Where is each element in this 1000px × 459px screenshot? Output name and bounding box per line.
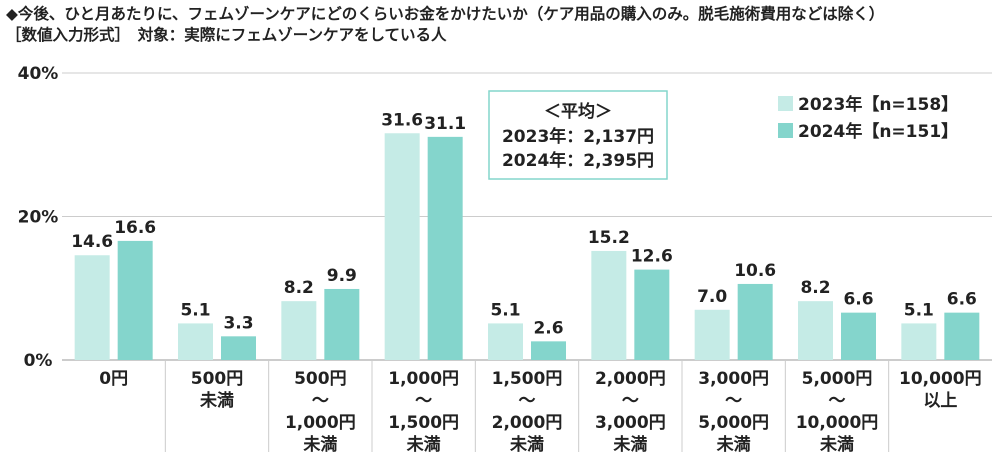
average-box-frame bbox=[488, 90, 668, 180]
data-label: 3.3 bbox=[223, 313, 253, 333]
category-label: 0円 bbox=[99, 369, 128, 389]
data-label: 31.1 bbox=[424, 114, 466, 134]
data-label: 15.2 bbox=[588, 228, 630, 248]
bar-2024 bbox=[221, 336, 256, 360]
chart-title: ◆今後、ひと月あたりに、フェムゾーンケアにどのくらいお金をかけたいか（ケア用品の… bbox=[6, 5, 885, 23]
data-label: 9.9 bbox=[327, 266, 357, 286]
bar-2023 bbox=[384, 133, 420, 360]
bar-2023 bbox=[694, 309, 730, 360]
data-label: 8.2 bbox=[800, 278, 830, 298]
bar-2023 bbox=[901, 323, 937, 360]
bar-2024 bbox=[531, 341, 566, 360]
bar-2024 bbox=[634, 269, 670, 360]
legend-label: 2024年【n=151】 bbox=[798, 121, 958, 142]
average-box: ＜平均＞ 2023年：2,137円 2024年：2,395円 bbox=[488, 90, 668, 180]
y-tick-label: 40% bbox=[18, 64, 59, 84]
legend-label: 2023年【n=158】 bbox=[798, 94, 958, 115]
gridlines bbox=[62, 72, 992, 452]
data-label: 6.6 bbox=[843, 290, 873, 310]
bar-2023 bbox=[798, 301, 833, 360]
bar-2024 bbox=[324, 288, 360, 360]
data-label: 5.1 bbox=[180, 300, 210, 320]
bar-2023 bbox=[281, 301, 317, 360]
bar-2023 bbox=[74, 255, 110, 360]
bar-2024 bbox=[427, 136, 463, 360]
bar-2024 bbox=[737, 283, 773, 360]
data-label: 10.6 bbox=[734, 261, 776, 281]
average-2023: 2023年：2,137円 bbox=[502, 126, 654, 147]
data-label: 7.0 bbox=[697, 287, 727, 307]
category-label: 2,000円～ 3,000円未満 bbox=[595, 369, 666, 455]
category-label: 500円～ 1,000円未満 bbox=[285, 369, 356, 455]
data-label: 14.6 bbox=[71, 232, 113, 252]
data-labels: 14.616.6 5.1 3.3 8.2 9.9 31.6 31.1 5.1 2.6 15.212… bbox=[71, 110, 977, 338]
legend-swatch bbox=[778, 96, 793, 111]
y-tick-label: 20% bbox=[18, 208, 59, 228]
data-label: 12.6 bbox=[631, 247, 673, 267]
bar-2024 bbox=[841, 312, 876, 360]
data-label: 2.6 bbox=[533, 318, 563, 338]
average-title: ＜平均＞ bbox=[544, 101, 612, 122]
category-label: 1,500円～ 2,000円未満 bbox=[492, 369, 563, 455]
bar-2024 bbox=[117, 240, 153, 360]
category-label: 5,000円～ 10,000円未満 bbox=[796, 369, 879, 455]
average-2024: 2024年：2,395円 bbox=[502, 150, 654, 171]
bars bbox=[74, 133, 980, 360]
data-label: 8.2 bbox=[284, 278, 314, 298]
data-label: 5.1 bbox=[490, 300, 520, 320]
data-label: 16.6 bbox=[114, 218, 156, 238]
bar-2023 bbox=[488, 323, 523, 360]
x-axis-categories: 0円 500円未満 500円～ 1,000円未満 1,000円～ 1,500円未満 1,50… bbox=[99, 369, 981, 455]
legend-swatch bbox=[778, 123, 793, 138]
bar-2024 bbox=[944, 312, 980, 360]
data-label: 6.6 bbox=[947, 290, 977, 310]
category-label: 1,000円～ 1,500円未満 bbox=[388, 369, 459, 455]
legend: 2023年【n=158】 2024年【n=151】 bbox=[778, 94, 958, 142]
bar-2023 bbox=[178, 323, 213, 360]
chart-subtitle: ［数値入力形式］ 対象：実際にフェムゾーンケアをしている人 bbox=[6, 26, 447, 44]
data-label: 5.1 bbox=[904, 300, 934, 320]
y-tick-label: 0% bbox=[24, 351, 53, 371]
bar-2023 bbox=[591, 250, 627, 360]
category-label: 3,000円～ 5,000円未満 bbox=[698, 369, 769, 455]
category-label: 10,000円以上 bbox=[899, 369, 982, 411]
data-label: 31.6 bbox=[381, 110, 423, 130]
y-axis-ticks: 0% 20% 40% bbox=[18, 64, 59, 371]
category-label: 500円未満 bbox=[191, 369, 244, 411]
